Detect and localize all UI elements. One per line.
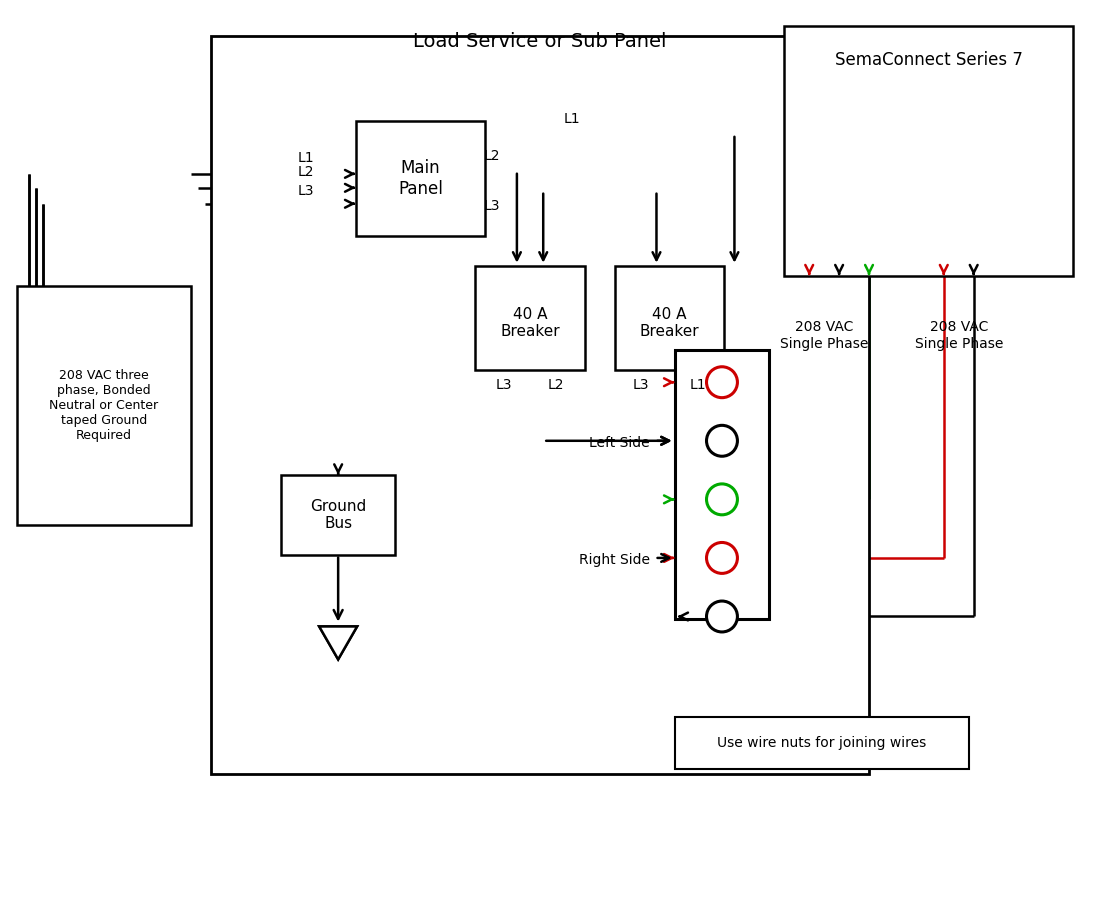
- Text: Left Side: Left Side: [590, 436, 650, 450]
- Text: Use wire nuts for joining wires: Use wire nuts for joining wires: [717, 736, 926, 750]
- Text: Right Side: Right Side: [579, 553, 650, 567]
- Text: L1: L1: [690, 378, 706, 392]
- Bar: [16, 285, 191, 525]
- Text: L1: L1: [563, 112, 580, 126]
- Circle shape: [706, 542, 737, 574]
- Text: 40 A
Breaker: 40 A Breaker: [640, 307, 700, 339]
- Text: 208 VAC
Single Phase: 208 VAC Single Phase: [780, 320, 868, 350]
- Polygon shape: [319, 626, 358, 660]
- Text: 40 A
Breaker: 40 A Breaker: [500, 307, 560, 339]
- Bar: [784, 26, 1074, 275]
- Bar: [615, 265, 725, 370]
- Text: 208 VAC three
phase, Bonded
Neutral or Center
taped Ground
Required: 208 VAC three phase, Bonded Neutral or C…: [50, 368, 158, 442]
- Bar: [475, 265, 585, 370]
- Text: SemaConnect Series 7: SemaConnect Series 7: [835, 52, 1023, 70]
- Circle shape: [706, 425, 737, 456]
- Text: L3: L3: [495, 378, 512, 392]
- Polygon shape: [319, 626, 358, 660]
- Text: L3: L3: [297, 184, 313, 198]
- Bar: [211, 36, 869, 774]
- Text: L2: L2: [297, 165, 313, 179]
- Bar: [674, 350, 769, 620]
- Text: L1: L1: [297, 151, 315, 165]
- Text: L2: L2: [484, 149, 500, 163]
- Text: L2: L2: [547, 378, 563, 392]
- Text: Load Service or Sub Panel: Load Service or Sub Panel: [414, 33, 667, 52]
- Bar: [280, 475, 396, 555]
- Text: L3: L3: [484, 199, 500, 213]
- Text: Main
Panel: Main Panel: [398, 159, 443, 198]
- Text: L3: L3: [632, 378, 649, 392]
- Text: 208 VAC
Single Phase: 208 VAC Single Phase: [914, 320, 1003, 350]
- Bar: [674, 717, 969, 769]
- Bar: [355, 121, 485, 235]
- Text: Ground
Bus: Ground Bus: [310, 499, 366, 531]
- Circle shape: [706, 601, 737, 632]
- Circle shape: [706, 484, 737, 515]
- Circle shape: [706, 367, 737, 397]
